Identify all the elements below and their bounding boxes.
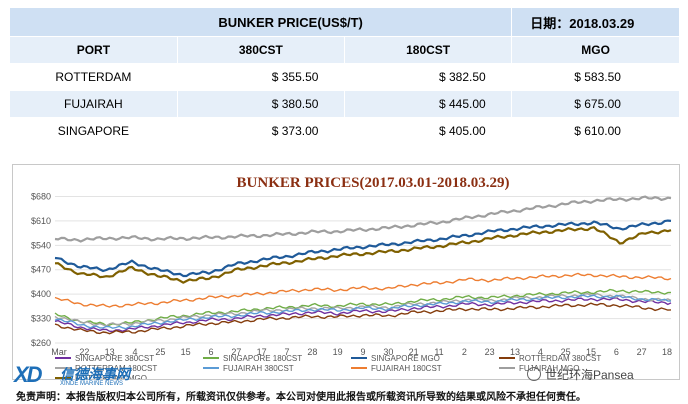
legend-entry: SINGAPORE 380CST	[75, 354, 154, 363]
column-header-mgo: MGO	[511, 36, 679, 64]
wechat-icon	[527, 367, 541, 381]
x-tick-label: 22	[79, 347, 89, 357]
table-row-rotterdam: ROTTERDAM $ 355.50 $ 382.50 $ 583.50	[10, 63, 679, 91]
watermark-text: 世纪环海Pansea	[545, 368, 634, 382]
x-tick-label: 27	[637, 347, 647, 357]
price-380cst-cell: $ 355.50	[176, 63, 345, 91]
legend-entry: SINGAPORE 180CST	[223, 354, 302, 363]
series-line-singapore-380cst	[54, 297, 672, 333]
y-tick-label: $470	[31, 265, 51, 275]
x-tick-label: 15	[181, 347, 191, 357]
y-tick-label: $610	[31, 216, 51, 226]
price-mgo-cell: $ 610.00	[511, 117, 679, 145]
table-title-row: BUNKER PRICE(US$/T) 日期：2018.03.29	[10, 8, 679, 37]
x-tick-label: 28	[307, 347, 317, 357]
x-tick-label: 15	[586, 347, 596, 357]
legend-entry: FUJAIRAH 180CST	[371, 364, 442, 373]
series-line-fujairah-180cst	[54, 272, 672, 308]
brand-logo: XD 信德海事网 XINDE MARINE NEWS	[14, 362, 164, 388]
x-tick-label: 4	[538, 347, 543, 357]
x-tick-label: 18	[662, 347, 672, 357]
port-cell: ROTTERDAM	[10, 63, 178, 91]
table-header-row: PORT 380CST 180CST MGO	[10, 36, 679, 64]
x-tick-label: 17	[257, 347, 267, 357]
series-line-rotterdam-mgo	[54, 226, 672, 284]
legend-entry: SINGAPORE MGO	[371, 354, 440, 363]
table-row-fujairah: FUJAIRAH $ 380.50 $ 445.00 $ 675.00	[10, 90, 679, 118]
price-180cst-cell: $ 445.00	[343, 90, 512, 118]
price-180cst-cell: $ 405.00	[343, 117, 512, 145]
legend-entry: ROTTERDAM 380CST	[519, 354, 601, 363]
column-header-380cst: 380CST	[176, 36, 345, 64]
price-380cst-cell: $ 373.00	[176, 117, 345, 145]
legend-entry: FUJAIRAH MGO	[519, 364, 579, 373]
logo-tagline: XINDE MARINE NEWS	[60, 381, 124, 387]
bunker-price-table: BUNKER PRICE(US$/T) 日期：2018.03.29 PORT 3…	[10, 8, 679, 145]
chart-canvas: BUNKER PRICES(2017.03.01-2018.03.29) $26…	[31, 175, 672, 379]
logo-name: 信德海事网	[60, 366, 130, 382]
price-mgo-cell: $ 583.50	[511, 63, 679, 91]
y-tick-label: $400	[31, 289, 51, 299]
legend-entry: ROTTERDAM MGO	[75, 374, 147, 379]
x-tick-label: 19	[333, 347, 343, 357]
watermark: 世纪环海Pansea	[527, 366, 634, 383]
x-tick-label: 13	[105, 347, 115, 357]
x-tick-label: 6	[208, 347, 213, 357]
price-380cst-cell: $ 380.50	[176, 90, 345, 118]
x-tick-label: 21	[409, 347, 419, 357]
legend-entry: ROTTERDAM 180CST	[75, 364, 157, 373]
price-mgo-cell: $ 675.00	[511, 90, 679, 118]
table-row-singapore: SINGAPORE $ 373.00 $ 405.00 $ 610.00	[10, 117, 679, 145]
chart-series	[54, 195, 672, 335]
column-header-port: PORT	[10, 36, 178, 64]
y-tick-label: $260	[31, 338, 51, 348]
port-cell: SINGAPORE	[10, 117, 178, 145]
x-tick-label: 2	[462, 347, 467, 357]
x-tick-label: 25	[155, 347, 165, 357]
chart-title: BUNKER PRICES(2017.03.01-2018.03.29)	[237, 175, 510, 191]
x-tick-label: Mar	[51, 347, 67, 357]
disclaimer-text: 免责声明：本报告版权归本公司所有，所载资讯仅供参考。本公司对使用此报告或所载资讯…	[16, 392, 586, 403]
x-tick-label: 9	[360, 347, 365, 357]
x-tick-label: 30	[383, 347, 393, 357]
x-tick-label: 13	[510, 347, 520, 357]
logo-mark: XD	[14, 362, 43, 387]
port-cell: FUJAIRAH	[10, 90, 178, 118]
y-axis: $260 $330 $400 $470 $540 $610 $680	[31, 191, 51, 348]
x-tick-label: 4	[132, 347, 137, 357]
table-title: BUNKER PRICE(US$/T)	[10, 8, 512, 37]
x-tick-label: 6	[614, 347, 619, 357]
x-tick-label: 23	[485, 347, 495, 357]
chart-legend: SINGAPORE 380CST SINGAPORE 180CST SINGAPOR…	[55, 354, 601, 379]
x-tick-label: 25	[561, 347, 571, 357]
table-date: 日期：2018.03.29	[511, 8, 679, 37]
legend-entry: FUJAIRAH 380CST	[223, 364, 294, 373]
x-tick-label: 11	[434, 347, 443, 357]
price-180cst-cell: $ 382.50	[343, 63, 512, 91]
series-line-rotterdam-380cst	[54, 302, 672, 335]
x-tick-label: 27	[231, 347, 241, 357]
y-tick-label: $680	[31, 191, 51, 201]
x-axis: Mar 22 13 4 25 15 6 27 17 7 28 19 9 30 21 11 2 23 13 4 25 15 6…	[51, 347, 672, 357]
x-tick-label: 7	[284, 347, 289, 357]
column-header-180cst: 180CST	[343, 36, 512, 64]
y-tick-label: $540	[31, 240, 51, 250]
series-line-singapore-mgo	[54, 219, 672, 278]
y-tick-label: $330	[31, 314, 51, 324]
series-line-singapore-180cst	[54, 288, 672, 327]
series-line-fujairah-380cst	[54, 294, 672, 330]
series-line-fujairah-mgo	[54, 195, 672, 243]
bunker-price-chart: BUNKER PRICES(2017.03.01-2018.03.29) $26…	[12, 164, 680, 380]
